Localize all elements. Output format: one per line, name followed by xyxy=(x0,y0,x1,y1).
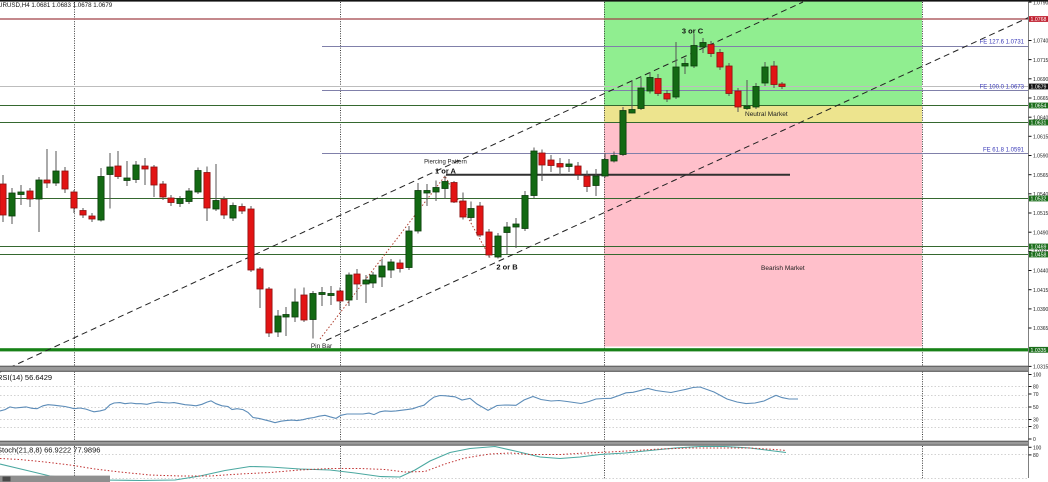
svg-text:1.0515: 1.0515 xyxy=(1033,211,1048,217)
svg-text:RSI(14) 56.6429: RSI(14) 56.6429 xyxy=(0,373,52,382)
svg-text:1.0365: 1.0365 xyxy=(1033,326,1048,332)
svg-text:1.0469: 1.0469 xyxy=(1031,245,1047,251)
svg-text:1.0458: 1.0458 xyxy=(1031,253,1047,259)
svg-text:1.0440: 1.0440 xyxy=(1033,269,1048,275)
svg-text:1.0615: 1.0615 xyxy=(1033,135,1048,141)
svg-text:30: 30 xyxy=(1033,418,1039,424)
svg-text:1.0768: 1.0768 xyxy=(1031,17,1047,23)
svg-text:URUSD,H4 1.0681 1.0683 1.0678: URUSD,H4 1.0681 1.0683 1.0678 1.0679 xyxy=(0,2,113,9)
svg-text:2 or B: 2 or B xyxy=(496,263,518,272)
svg-text:1.0631: 1.0631 xyxy=(1031,121,1047,127)
svg-text:3 or C: 3 or C xyxy=(682,27,704,36)
svg-text:Piercing Pattern: Piercing Pattern xyxy=(424,160,467,166)
svg-text:Neutral Market: Neutral Market xyxy=(745,111,788,118)
svg-text:1.0590: 1.0590 xyxy=(1033,154,1048,160)
svg-text:100: 100 xyxy=(1033,446,1042,452)
svg-text:1.0565: 1.0565 xyxy=(1033,173,1048,179)
svg-text:0: 0 xyxy=(1033,437,1036,443)
svg-text:1.0640: 1.0640 xyxy=(1033,115,1048,121)
svg-text:1.0715: 1.0715 xyxy=(1033,58,1048,64)
svg-text:80: 80 xyxy=(1033,453,1039,459)
svg-text:20: 20 xyxy=(1033,425,1039,431)
svg-text:FE 61.8 1.0591: FE 61.8 1.0591 xyxy=(983,148,1025,154)
svg-text:1.0335: 1.0335 xyxy=(1031,348,1047,354)
svg-text:1 or A: 1 or A xyxy=(435,167,457,176)
svg-text:1.0390: 1.0390 xyxy=(1033,307,1048,313)
svg-text:Bearish Market: Bearish Market xyxy=(761,265,805,272)
svg-text:80: 80 xyxy=(1033,385,1039,391)
svg-text:1.0690: 1.0690 xyxy=(1033,77,1048,83)
svg-text:100: 100 xyxy=(1033,373,1042,379)
svg-text:1.0654: 1.0654 xyxy=(1031,104,1047,110)
svg-text:1.0415: 1.0415 xyxy=(1033,288,1048,294)
svg-text:1.0490: 1.0490 xyxy=(1033,230,1048,236)
svg-text:1.0532: 1.0532 xyxy=(1031,197,1047,203)
svg-text:FE 127.6 1.0731: FE 127.6 1.0731 xyxy=(980,40,1025,46)
svg-text:1.0315: 1.0315 xyxy=(1033,365,1048,371)
svg-text:FE 100.0 1.0673: FE 100.0 1.0673 xyxy=(980,85,1025,91)
svg-text:1.0740: 1.0740 xyxy=(1033,39,1048,45)
svg-text:1.0665: 1.0665 xyxy=(1033,96,1048,102)
svg-text:Stoch(21,8,8) 66.9222 77.9896: Stoch(21,8,8) 66.9222 77.9896 xyxy=(0,446,100,455)
svg-text:1.0790: 1.0790 xyxy=(1033,0,1048,6)
svg-text:1.0679: 1.0679 xyxy=(1031,85,1047,91)
svg-text:Pin Bar: Pin Bar xyxy=(311,343,333,350)
svg-text:1.0540: 1.0540 xyxy=(1033,192,1048,198)
svg-text:70: 70 xyxy=(1033,392,1039,398)
svg-text:50: 50 xyxy=(1033,405,1039,411)
